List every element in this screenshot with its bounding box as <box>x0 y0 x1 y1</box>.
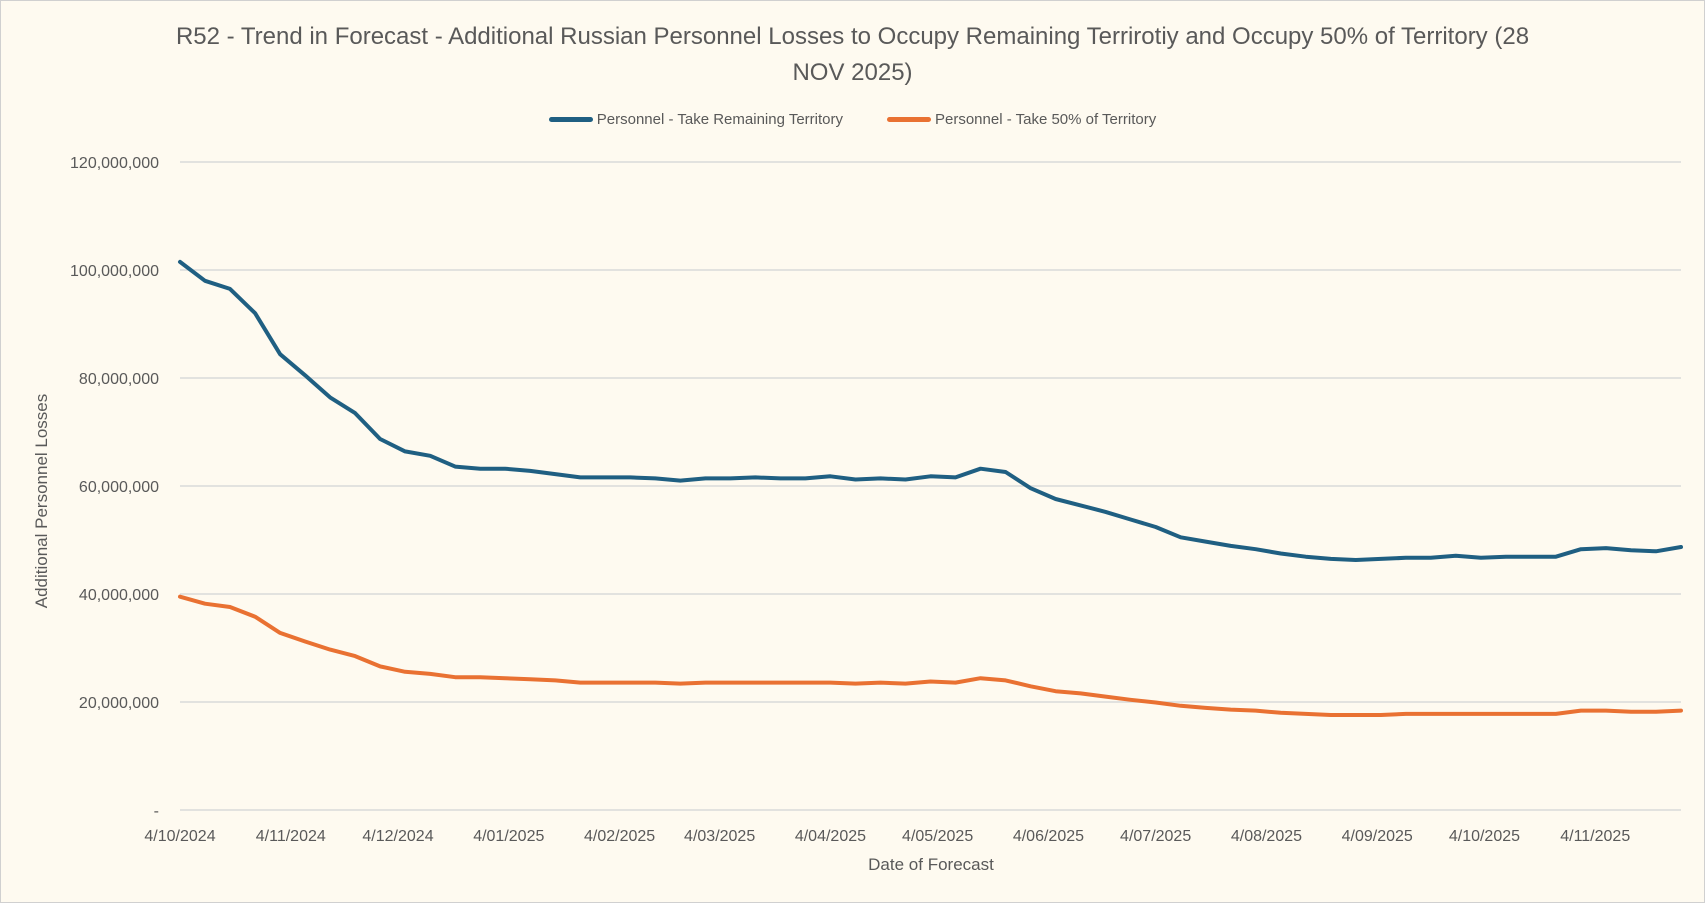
x-tick-label: 4/06/2025 <box>1013 828 1084 845</box>
x-tick-label: 4/11/2025 <box>1560 828 1630 845</box>
y-tick-label: 80,000,000 <box>79 371 159 388</box>
y-tick-label: 40,000,000 <box>79 587 159 604</box>
x-tick-label: 4/10/2025 <box>1449 828 1520 845</box>
series-line-50pct-territory <box>178 594 1683 717</box>
chart-title: R52 - Trend in Forecast - Additional Rus… <box>175 23 1530 86</box>
legend-item-remaining: Personnel - Take Remaining Territory <box>548 111 843 128</box>
x-tick-label: 4/01/2025 <box>473 828 544 845</box>
x-tick-label: 4/09/2025 <box>1342 828 1413 845</box>
legend-label-50pct: Personnel - Take 50% of Territory <box>935 111 1157 128</box>
y-axis-label: Additional Personnel Losses <box>32 394 51 609</box>
x-axis-label: Date of Forecast <box>868 855 994 874</box>
legend-label-remaining: Personnel - Take Remaining Territory <box>596 111 843 128</box>
y-tick-label: - <box>154 803 159 820</box>
x-tick-label: 4/12/2024 <box>362 828 433 845</box>
legend-swatch-remaining <box>548 117 593 122</box>
x-tick-label: 4/05/2025 <box>902 828 973 845</box>
x-tick-label: 4/03/2025 <box>684 828 755 845</box>
x-tick-label: 4/04/2025 <box>795 828 866 845</box>
x-tick-label: 4/10/2024 <box>144 828 215 845</box>
x-tick-label: 4/02/2025 <box>584 828 655 845</box>
y-tick-label: 20,000,000 <box>79 695 159 712</box>
legend-swatch-50pct <box>887 117 931 122</box>
x-tick-label: 4/08/2025 <box>1231 828 1302 845</box>
legend: Personnel - Take Remaining Territory Per… <box>1 111 1704 128</box>
x-tick-label: 4/11/2024 <box>256 828 326 845</box>
y-tick-label: 120,000,000 <box>70 155 159 172</box>
y-tick-label: 100,000,000 <box>70 263 159 280</box>
series-line-remaining-territory <box>178 259 1683 562</box>
y-tick-label: 60,000,000 <box>79 479 159 496</box>
legend-item-50pct: Personnel - Take 50% of Territory <box>887 111 1156 128</box>
x-tick-label: 4/07/2025 <box>1120 828 1191 845</box>
